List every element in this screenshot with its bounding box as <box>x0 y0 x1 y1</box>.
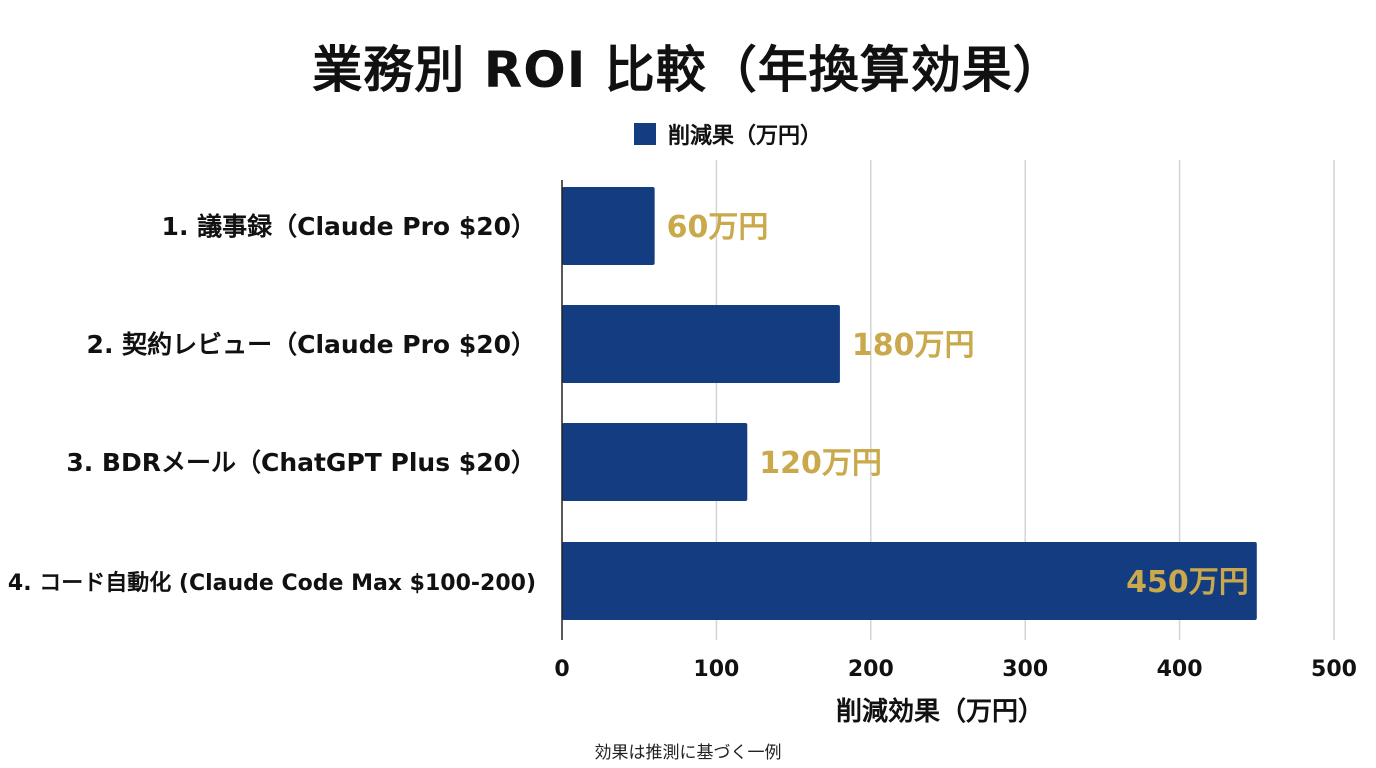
category-label: 3. BDRメール（ChatGPT Plus $20） <box>66 448 536 477</box>
legend-label: 削減果（万円） <box>667 124 822 149</box>
data-label: 120万円 <box>759 446 882 481</box>
data-label: 60万円 <box>667 210 769 245</box>
x-axis-title: 削減効果（万円） <box>836 696 1044 727</box>
bar <box>562 423 748 501</box>
x-tick-label: 500 <box>1311 657 1357 682</box>
x-tick-label: 100 <box>693 657 739 682</box>
x-tick-label: 300 <box>1002 657 1048 682</box>
legend-swatch <box>633 123 656 145</box>
x-tick-label: 0 <box>554 657 569 682</box>
data-label: 180万円 <box>852 328 975 363</box>
x-tick-label: 400 <box>1157 657 1203 682</box>
x-tick-label: 200 <box>848 657 894 682</box>
bar <box>562 542 1257 620</box>
category-label: 4. コード自動化 (Claude Code Max $100-200) <box>8 570 536 596</box>
category-label: 2. 契約レビュー（Claude Pro $20） <box>87 330 536 359</box>
bar <box>562 305 840 383</box>
category-label: 1. 議事録（Claude Pro $20） <box>162 212 536 241</box>
legend: 削減果（万円） <box>0 118 1376 150</box>
chart-title: 業務別 ROI 比較（年換算効果） <box>312 41 1064 99</box>
bar <box>562 187 655 265</box>
data-label: 450万円 <box>1126 565 1249 600</box>
footnote: 効果は推測に基づく一例 <box>594 743 782 763</box>
